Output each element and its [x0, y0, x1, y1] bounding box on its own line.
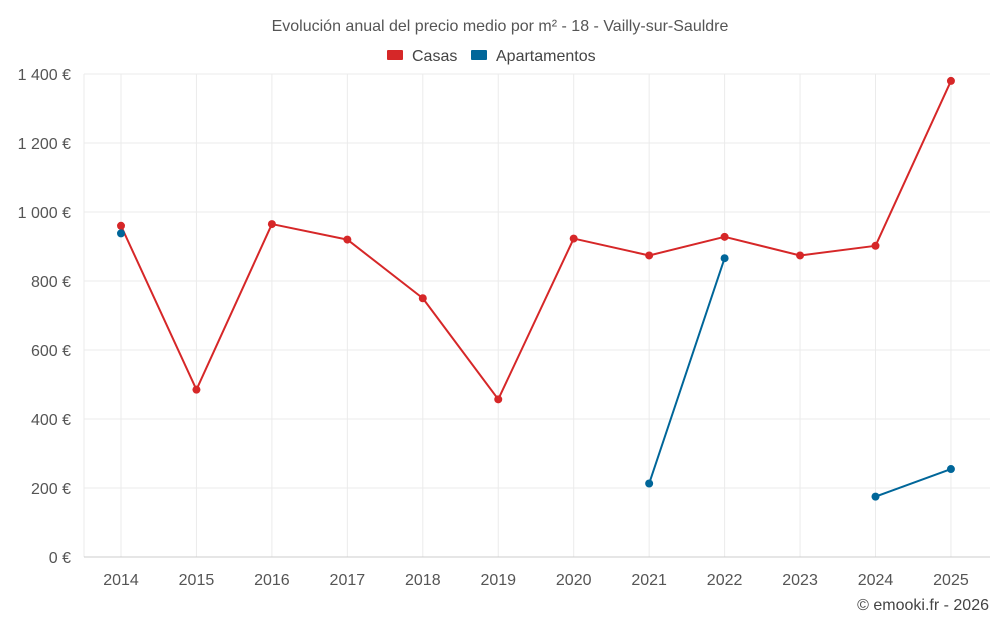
- point-casas-2022[interactable]: [720, 232, 729, 241]
- legend-label-casas[interactable]: Casas: [412, 48, 457, 65]
- x-tick-label: 2021: [631, 572, 667, 589]
- y-tick-label: 0 €: [49, 550, 71, 567]
- y-tick-label: 400 €: [31, 412, 71, 429]
- x-tick-label: 2025: [933, 572, 969, 589]
- point-apartamentos-2014[interactable]: [117, 229, 125, 238]
- line-segment-apartamentos: [874, 468, 952, 498]
- series: [117, 76, 955, 501]
- point-apartamentos-2025[interactable]: [946, 465, 955, 474]
- point-casas-2015[interactable]: [192, 385, 201, 394]
- line-segment-casas: [120, 224, 198, 391]
- point-casas-2024[interactable]: [871, 241, 880, 250]
- y-tick-label: 200 €: [31, 481, 71, 498]
- legend-swatch-casas: [387, 50, 403, 60]
- point-casas-2021[interactable]: [645, 251, 654, 260]
- x-tick-label: 2023: [782, 572, 818, 589]
- grid: [83, 73, 990, 557]
- line-segment-casas: [572, 237, 651, 257]
- y-tick-label: 1 400 €: [18, 67, 71, 84]
- point-apartamentos-2021[interactable]: [645, 479, 654, 488]
- point-casas-2018[interactable]: [418, 294, 427, 303]
- x-tick-label: 2014: [103, 572, 139, 589]
- line-segment-casas: [799, 244, 877, 257]
- line-segment-casas: [270, 223, 349, 241]
- y-tick-label: 600 €: [31, 343, 71, 360]
- y-tick-label: 800 €: [31, 274, 71, 291]
- line-segment-casas: [874, 79, 952, 247]
- line-segment-casas: [648, 235, 726, 257]
- x-tick-label: 2024: [858, 572, 894, 589]
- y-tick-label: 1 200 €: [18, 136, 71, 153]
- y-tick-label: 1 000 €: [18, 205, 71, 222]
- point-casas-2019[interactable]: [494, 395, 503, 404]
- axes: 0 € 200 € 400 € 600 € 800 € 1 000 € 1 200 € 1 4…: [18, 67, 990, 589]
- line-segment-casas: [346, 238, 424, 300]
- point-casas-2014[interactable]: [117, 221, 125, 230]
- legend-label-apartamentos[interactable]: Apartamentos: [496, 48, 596, 65]
- x-tick-label: 2019: [480, 572, 516, 589]
- point-apartamentos-2022[interactable]: [720, 254, 729, 263]
- point-casas-2017[interactable]: [343, 235, 352, 244]
- line-segment-casas: [421, 297, 500, 401]
- line-segment-casas: [195, 223, 273, 391]
- legend-swatch-apartamentos: [471, 50, 487, 60]
- point-casas-2025[interactable]: [946, 76, 955, 85]
- point-casas-2023[interactable]: [796, 251, 805, 260]
- point-casas-2016[interactable]: [267, 220, 276, 229]
- credit-text: © emooki.fr - 2026: [857, 597, 989, 614]
- x-tick-label: 2022: [707, 572, 743, 589]
- x-tick-label: 2018: [405, 572, 441, 589]
- series-apartamentos: [117, 229, 955, 501]
- chart-title: Evolución anual del precio medio por m² …: [272, 18, 729, 35]
- point-casas-2020[interactable]: [569, 234, 578, 243]
- line-segment-casas: [497, 237, 575, 401]
- legend: Casas Apartamentos: [387, 48, 596, 65]
- x-tick-label: 2017: [330, 572, 366, 589]
- point-apartamentos-2024[interactable]: [871, 492, 880, 501]
- x-tick-label: 2015: [179, 572, 215, 589]
- series-casas: [117, 76, 955, 404]
- x-tick-label: 2016: [254, 572, 290, 589]
- line-segment-apartamentos: [648, 257, 726, 485]
- line-segment-casas: [723, 235, 802, 257]
- x-tick-label: 2020: [556, 572, 592, 589]
